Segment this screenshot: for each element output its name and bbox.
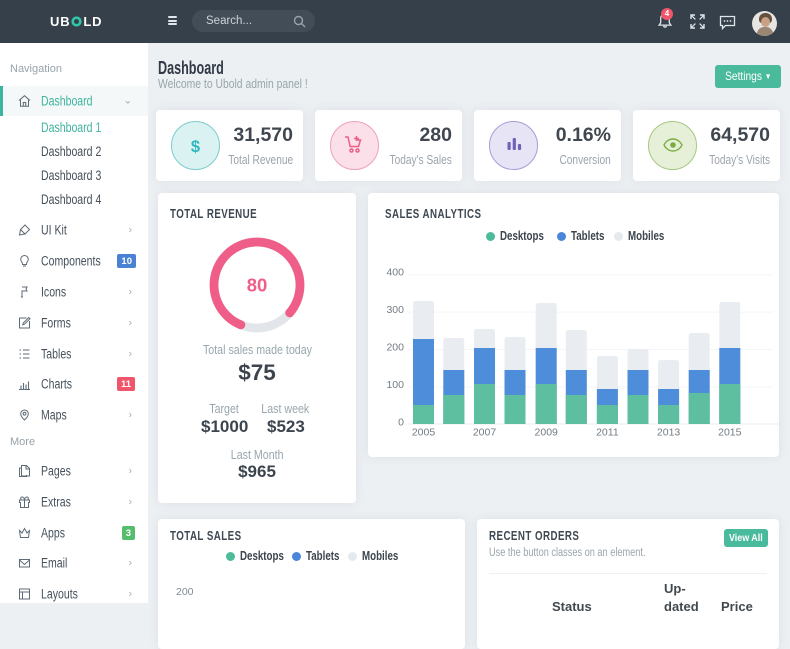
svg-text:400: 400 <box>386 267 404 279</box>
svg-text:2005: 2005 <box>412 427 436 439</box>
svg-text:2015: 2015 <box>718 427 742 439</box>
svg-text:2013: 2013 <box>657 427 681 439</box>
svg-text:2011: 2011 <box>596 427 619 439</box>
svg-text:80: 80 <box>247 275 268 296</box>
svg-text:300: 300 <box>386 304 404 316</box>
svg-text:2009: 2009 <box>535 427 559 439</box>
svg-text:200: 200 <box>386 342 404 354</box>
svg-text:$: $ <box>191 138 200 156</box>
svg-text:2007: 2007 <box>473 427 497 439</box>
svg-text:0: 0 <box>398 417 404 429</box>
svg-text:100: 100 <box>386 379 404 391</box>
